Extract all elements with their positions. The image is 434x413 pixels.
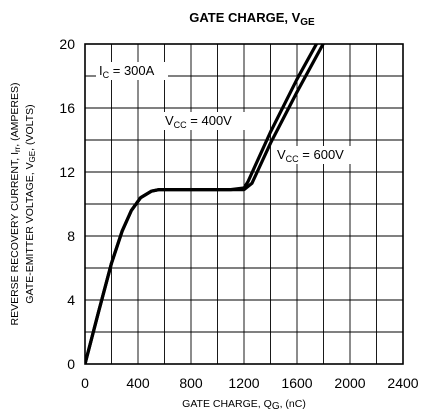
grid [85, 44, 403, 364]
y-tick-labels: 0 4 8 12 16 20 [59, 36, 75, 372]
x-tick-label: 0 [81, 375, 89, 391]
x-tick-label: 2000 [334, 375, 365, 391]
curves [85, 44, 325, 364]
y-tick-label: 16 [59, 100, 75, 116]
y-tick-label: 8 [67, 228, 75, 244]
chart-title: GATE CHARGE, VGE [189, 10, 315, 28]
plot-frame [84, 43, 404, 365]
curve-series-2 [85, 44, 325, 364]
x-tick-label: 1200 [228, 375, 259, 391]
annotation-ic: IC = 300A [96, 62, 168, 80]
y-tick-label: 0 [67, 356, 75, 372]
x-tick-labels: 0 400 800 1200 1600 2000 2400 [81, 375, 419, 391]
y-axis-label-line2: GATE-EMITTER VOLTAGE, VGE, (VOLTS) [24, 104, 37, 303]
x-tick-label: 400 [126, 375, 150, 391]
annotation-vcc-600-text: VCC = 600V [277, 147, 344, 164]
x-axis-label: GATE CHARGE, QG, (nC) [182, 398, 306, 412]
y-tick-label: 12 [59, 164, 75, 180]
annotation-vcc-600-bg [275, 146, 360, 164]
annotation-vcc-400-bg [163, 112, 246, 130]
x-tick-label: 1600 [281, 375, 312, 391]
x-tick-label: 800 [179, 375, 203, 391]
x-tick-label: 2400 [387, 375, 418, 391]
y-tick-label: 20 [59, 36, 75, 52]
annotation-ic-text: IC = 300A [99, 63, 155, 80]
annotation-vcc-400: VCC = 400V [163, 112, 246, 130]
annotation-vcc-600: VCC = 600V [275, 146, 360, 164]
curve-series-1 [85, 44, 319, 364]
y-axis-label-line1: REVERSE RECOVERY CURRENT, Irr, (AMPERES) [9, 82, 22, 325]
annotation-ic-bg [96, 62, 168, 80]
y-tick-label: 4 [67, 292, 75, 308]
annotation-vcc-400-text: VCC = 400V [165, 113, 232, 130]
